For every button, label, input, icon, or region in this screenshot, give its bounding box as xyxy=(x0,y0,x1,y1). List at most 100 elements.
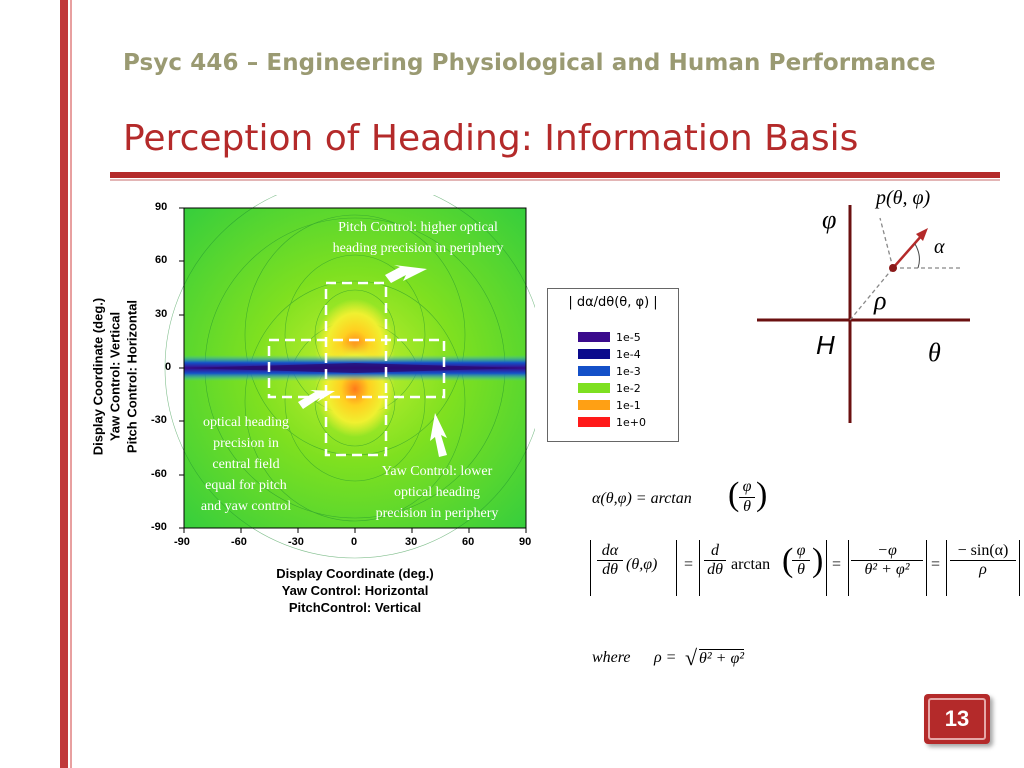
page-number: 13 xyxy=(928,698,986,740)
contour-plot xyxy=(164,177,546,559)
eq2-r2-fraction: − sin(α) ρ xyxy=(950,542,1016,579)
legend-item: 1e-5 xyxy=(578,329,641,345)
title-rule-light xyxy=(110,179,1000,181)
x-tick: 60 xyxy=(462,536,475,548)
abs-bar xyxy=(926,540,927,596)
alpha-arc xyxy=(914,243,920,269)
abs-bar xyxy=(676,540,677,596)
y-tick: -30 xyxy=(151,414,167,426)
y-tick: 90 xyxy=(155,201,168,213)
point-marker xyxy=(889,264,897,272)
y-tick: -90 xyxy=(151,521,167,533)
annotation-line: equal for pitch xyxy=(205,478,287,493)
heading-vector xyxy=(892,233,924,269)
x-tick: 0 xyxy=(351,536,358,548)
legend-title: | dα/dθ(θ, φ) | xyxy=(568,295,658,310)
eq2-lhs-denominator: dθ xyxy=(597,560,623,579)
abs-bar xyxy=(826,540,827,596)
annotation-pitch-periphery: Pitch Control: higher optical heading pr… xyxy=(298,217,538,259)
where-text: where xyxy=(592,649,631,666)
heading-diagram xyxy=(757,205,970,423)
y-tick: -60 xyxy=(151,468,167,480)
legend-item: 1e-4 xyxy=(578,346,641,362)
legend-label: 1e-1 xyxy=(616,398,641,412)
legend-item: 1e-3 xyxy=(578,363,641,379)
contour-legend: | dα/dθ(θ, φ) | 1e-5 1e-4 1e-3 1e-2 1e-1… xyxy=(547,288,679,442)
left-decor-bar xyxy=(0,0,72,768)
eq2-inner-denominator: θ xyxy=(792,560,810,579)
rho-label: ρ xyxy=(874,286,887,315)
legend-label: 1e-5 xyxy=(616,330,641,344)
x-axis-title: Display Coordinate (deg.) Yaw Control: H… xyxy=(205,565,505,616)
abs-bar xyxy=(1019,540,1020,596)
eq2-lhs-fraction: dα dθ xyxy=(597,542,623,579)
left-stripe-light xyxy=(70,0,72,768)
x-axis-title-line: PitchControl: Vertical xyxy=(288,600,422,615)
annotation-yaw-periphery: Yaw Control: lower optical heading preci… xyxy=(351,461,523,524)
annotation-line: Yaw Control: lower xyxy=(381,464,493,479)
abs-bar xyxy=(946,540,947,596)
eq1-fraction: φ θ xyxy=(739,478,755,516)
heading-H-label: H xyxy=(816,330,835,360)
y-axis-title-line: Yaw Control: Vertical xyxy=(107,311,123,442)
left-stripe xyxy=(60,0,68,768)
y-axis-title: Display Coordinate (deg.) Yaw Control: V… xyxy=(90,227,141,527)
rho-line xyxy=(849,267,894,321)
eq2-paren-right: ) xyxy=(812,542,824,579)
annotation-arrows xyxy=(298,265,447,457)
eq2-d-numerator: d xyxy=(711,542,719,559)
phi-axis-label: φ xyxy=(822,205,837,234)
title-rule xyxy=(110,172,1000,178)
legend-swatch xyxy=(578,417,610,427)
slide-title: Perception of Heading: Information Basis xyxy=(123,118,859,159)
sqrt-symbol: √ xyxy=(685,645,698,670)
x-axis-title-line: Yaw Control: Horizontal xyxy=(281,583,429,598)
eq2-paren-left: ( xyxy=(782,542,794,579)
y-tick: 30 xyxy=(155,308,168,320)
eq2-arctan: arctan xyxy=(731,556,771,573)
y-axis-title-line: Pitch Control: Horizontal xyxy=(124,299,140,454)
legend-swatch xyxy=(578,383,610,393)
eq2-d-fraction: d dθ xyxy=(704,542,726,579)
legend-label: 1e-3 xyxy=(616,364,641,378)
eq1-paren-right: ) xyxy=(756,476,768,513)
eq2-r1-denominator: θ² + φ² xyxy=(851,560,923,579)
annotation-line: and yaw control xyxy=(200,499,292,514)
x-tick: -30 xyxy=(288,536,304,548)
x-axis-title-line: Display Coordinate (deg.) xyxy=(276,566,434,581)
eq2-r2-numerator: − sin(α) xyxy=(957,542,1009,559)
eq1-paren-left: ( xyxy=(728,476,740,513)
abs-bar xyxy=(848,540,849,596)
equals-sign: = xyxy=(684,556,694,573)
eq1-lhs: α(θ,φ) = arctan xyxy=(592,490,692,507)
legend-label: 1e-2 xyxy=(616,381,641,395)
annotation-central-field: optical heading precision in central fie… xyxy=(185,412,307,517)
annotation-line: optical heading xyxy=(203,415,289,430)
equals-sign: = xyxy=(832,556,842,573)
axis-ticks xyxy=(179,207,527,533)
theta-axis-label: θ xyxy=(928,338,941,367)
annotation-line: optical heading xyxy=(394,485,480,500)
page-number-badge: 13 xyxy=(924,694,990,744)
eq1-numerator: φ xyxy=(742,478,752,495)
x-tick: -60 xyxy=(231,536,247,548)
legend-swatch xyxy=(578,400,610,410)
pointer-line xyxy=(879,217,894,269)
legend-label: 1e-4 xyxy=(616,347,641,361)
abs-bar xyxy=(699,540,700,596)
alpha-label: α xyxy=(934,236,945,258)
y-tick: 0 xyxy=(165,361,172,373)
point-label: p(θ, φ) xyxy=(876,187,931,209)
y-axis-title-line: Display Coordinate (deg.) xyxy=(90,297,106,456)
eq2-lhs-numerator: dα xyxy=(601,542,619,559)
x-tick: -90 xyxy=(174,536,190,548)
equals-sign: = xyxy=(931,556,941,573)
eq2-inner-fraction: φ θ xyxy=(792,542,810,579)
equation-3: where ρ = √ θ² + φ² xyxy=(592,645,792,675)
legend-label: 1e+0 xyxy=(616,415,646,429)
annotation-line: heading precision in periphery xyxy=(332,241,504,256)
eq2-inner-numerator: φ xyxy=(796,542,806,559)
legend-item: 1e-2 xyxy=(578,380,641,396)
eq2-args: (θ,φ) xyxy=(626,556,658,573)
pitch-dashed-box xyxy=(324,281,388,457)
